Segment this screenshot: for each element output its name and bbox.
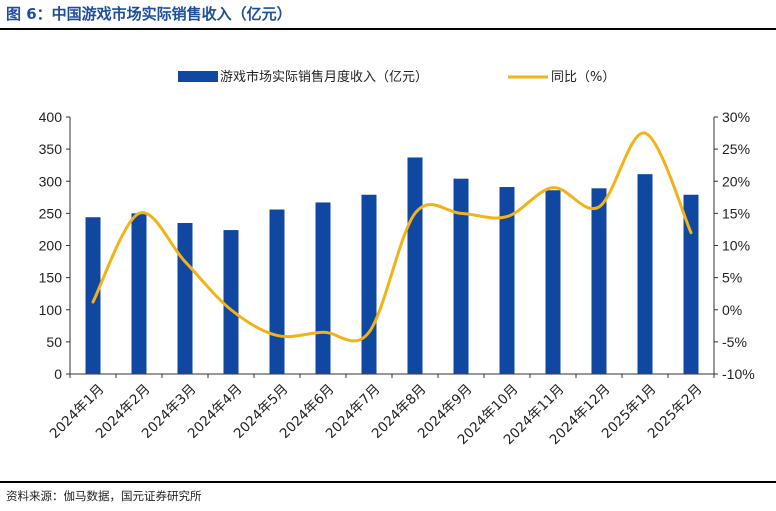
bar (407, 157, 423, 374)
title-rule (0, 28, 776, 30)
chart: 游戏市场实际销售月度收入（亿元） 同比（%） 0 50 100 150 200 250 300… (39, 69, 755, 448)
y-right-tick-label: 5% (722, 270, 742, 286)
y-left-tick-label: 50 (46, 334, 62, 350)
bar (499, 187, 515, 374)
y-left-tick-label: 150 (39, 270, 63, 286)
x-axis-ticks: 2024年1月2024年2月2024年3月2024年4月2024年5月2024年… (47, 381, 706, 448)
y-right-tick-label: 25% (722, 141, 750, 157)
legend-bar-label: 游戏市场实际销售月度收入（亿元） (220, 69, 428, 85)
bar (177, 223, 193, 374)
bar (315, 202, 331, 374)
legend-bar-swatch (178, 71, 218, 82)
y-right-tick-label: 30% (722, 109, 750, 125)
bar (361, 194, 377, 374)
y-right-tick-label: 0% (722, 302, 742, 318)
bar (85, 217, 101, 374)
bar (591, 188, 607, 374)
y-left-tick-label: 100 (39, 302, 63, 318)
bar (637, 174, 653, 374)
y-left-tick-label: 0 (54, 366, 62, 382)
bar (223, 230, 239, 374)
footer-rule (0, 481, 776, 483)
y-left-tick-label: 200 (39, 238, 63, 254)
y-right-tick-label: -10% (722, 366, 755, 382)
y-right-tick-label: 20% (722, 173, 750, 189)
legend: 游戏市场实际销售月度收入（亿元） 同比（%） (178, 69, 615, 85)
axes: 0 50 100 150 200 250 300 350 400 -10% -5% 0% 5% 10% 15… (39, 109, 755, 382)
bar (131, 213, 147, 374)
source-note: 资料来源：伽马数据，国元证券研究所 (6, 489, 202, 503)
legend-line-label: 同比（%） (551, 70, 615, 85)
line-series (91, 131, 693, 343)
y-left-tick-label: 300 (39, 173, 63, 189)
figure-title: 图 6：中国游戏市场实际销售收入（亿元） (6, 5, 292, 23)
bar (453, 178, 469, 374)
y-left-tick-label: 250 (39, 205, 63, 221)
y-right-tick-label: 15% (722, 205, 750, 221)
y-left-tick-label: 350 (39, 141, 63, 157)
bar (269, 209, 285, 374)
y-right-tick-label: 10% (722, 238, 750, 254)
bar (683, 194, 699, 374)
bar-series (85, 157, 699, 374)
y-right-tick-label: -5% (722, 334, 747, 350)
y-left-tick-label: 400 (39, 109, 63, 125)
bar (545, 190, 561, 374)
